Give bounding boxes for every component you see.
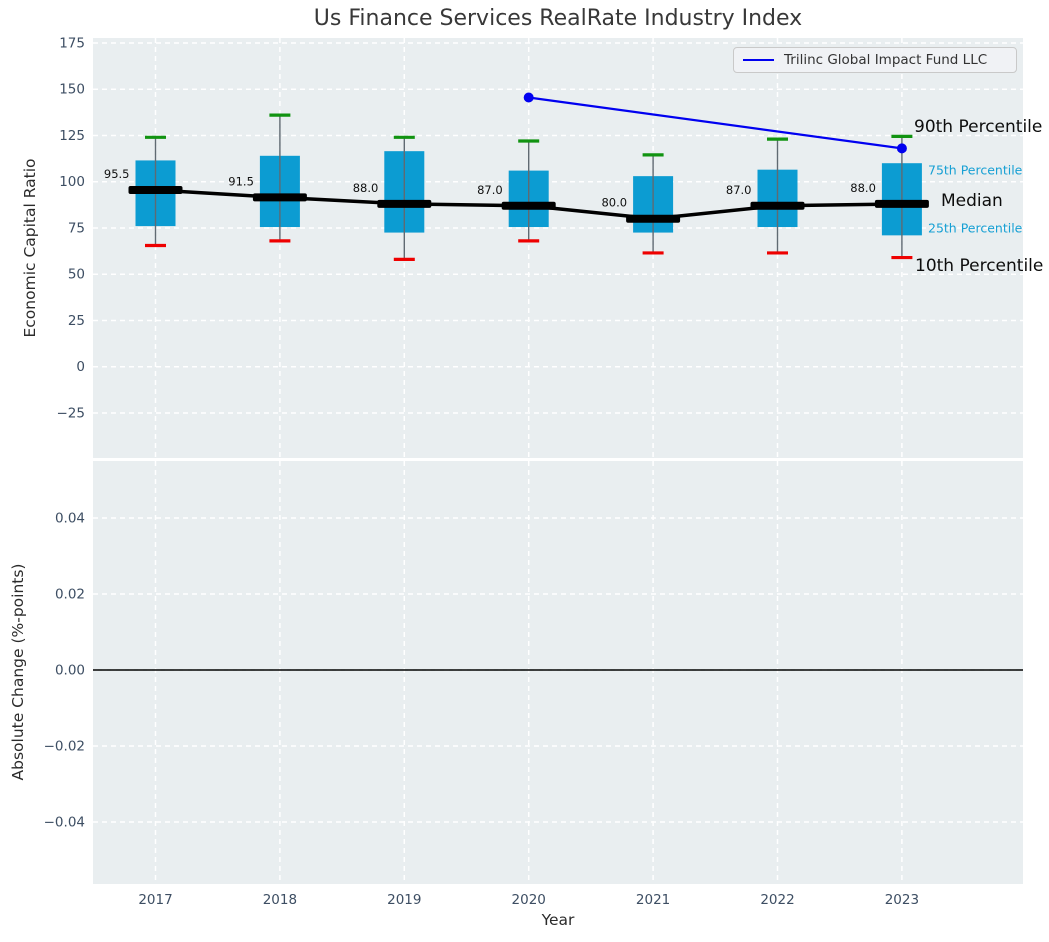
fund-series-point: [523, 92, 534, 103]
ytick-top: 175: [59, 35, 85, 51]
median-marker-2018: [252, 193, 307, 202]
fund-series-line: [528, 96, 903, 150]
ytick-bottom: −0.04: [44, 815, 85, 831]
y-axis-label-bottom: Absolute Change (%-points): [9, 563, 27, 781]
median-marker-2022: [750, 201, 805, 210]
annotation-25th-percentile: 25th Percentile: [928, 220, 1023, 236]
tick-labels: 175 150 125 100 75 50 25 0 −25 0.04 0.02 0.00 −0.02 −…: [44, 35, 919, 908]
ytick-top: 25: [68, 313, 85, 329]
legend-line-sample: [743, 58, 774, 62]
annotation-90th-percentile: 90th Percentile: [914, 117, 1043, 137]
median-value-label-2021: 80.0: [601, 196, 627, 210]
ytick-bottom: 0.04: [55, 511, 85, 527]
ytick-bottom: 0.00: [55, 663, 85, 679]
annotation-75th-percentile: 75th Percentile: [928, 162, 1023, 178]
median-value-label-2018: 91.5: [228, 174, 254, 188]
top-panel-background: [93, 38, 1023, 458]
xtick-year: 2019: [387, 892, 421, 908]
ytick-bottom: 0.02: [55, 587, 85, 603]
ytick-top: 0: [76, 359, 85, 375]
xtick-year: 2021: [636, 892, 670, 908]
median-value-label-2017: 95.5: [104, 167, 130, 181]
xtick-year: 2020: [512, 892, 546, 908]
ytick-bottom: −0.02: [44, 739, 85, 755]
xtick-year: 2022: [760, 892, 794, 908]
ytick-top: 50: [68, 267, 85, 283]
median-value-label-2022: 87.0: [726, 183, 752, 197]
median-value-label-2019: 88.0: [353, 181, 379, 195]
xtick-year: 2023: [885, 892, 919, 908]
median-marker-2019: [377, 199, 432, 208]
ytick-top: −25: [57, 405, 86, 421]
xtick-year: 2017: [138, 892, 172, 908]
ytick-top: 100: [59, 174, 85, 190]
median-marker-2017: [128, 186, 183, 195]
ytick-top: 150: [59, 82, 85, 98]
ytick-top: 125: [59, 128, 85, 144]
y-axis-label-top: Economic Capital Ratio: [21, 158, 39, 338]
x-axis-label: Year: [541, 911, 575, 929]
bottom-panel-background: [93, 461, 1023, 884]
chart-title: Us Finance Services RealRate Industry In…: [313, 6, 803, 31]
ytick-top: 75: [68, 220, 85, 236]
median-marker-2023: [874, 199, 929, 208]
median-marker-2020: [501, 201, 556, 210]
fund-series-point: [896, 143, 907, 154]
median-value-label-2023: 88.0: [850, 181, 876, 195]
median-marker-2021: [626, 214, 681, 223]
annotation-10th-percentile: 10th Percentile: [915, 256, 1044, 276]
median-value-label-2020: 87.0: [477, 183, 503, 197]
annotation-median: Median: [941, 191, 1003, 211]
xtick-year: 2018: [263, 892, 297, 908]
legend: Trilinc Global Impact Fund LLC: [733, 47, 1017, 73]
legend-label: Trilinc Global Impact Fund LLC: [784, 52, 988, 68]
